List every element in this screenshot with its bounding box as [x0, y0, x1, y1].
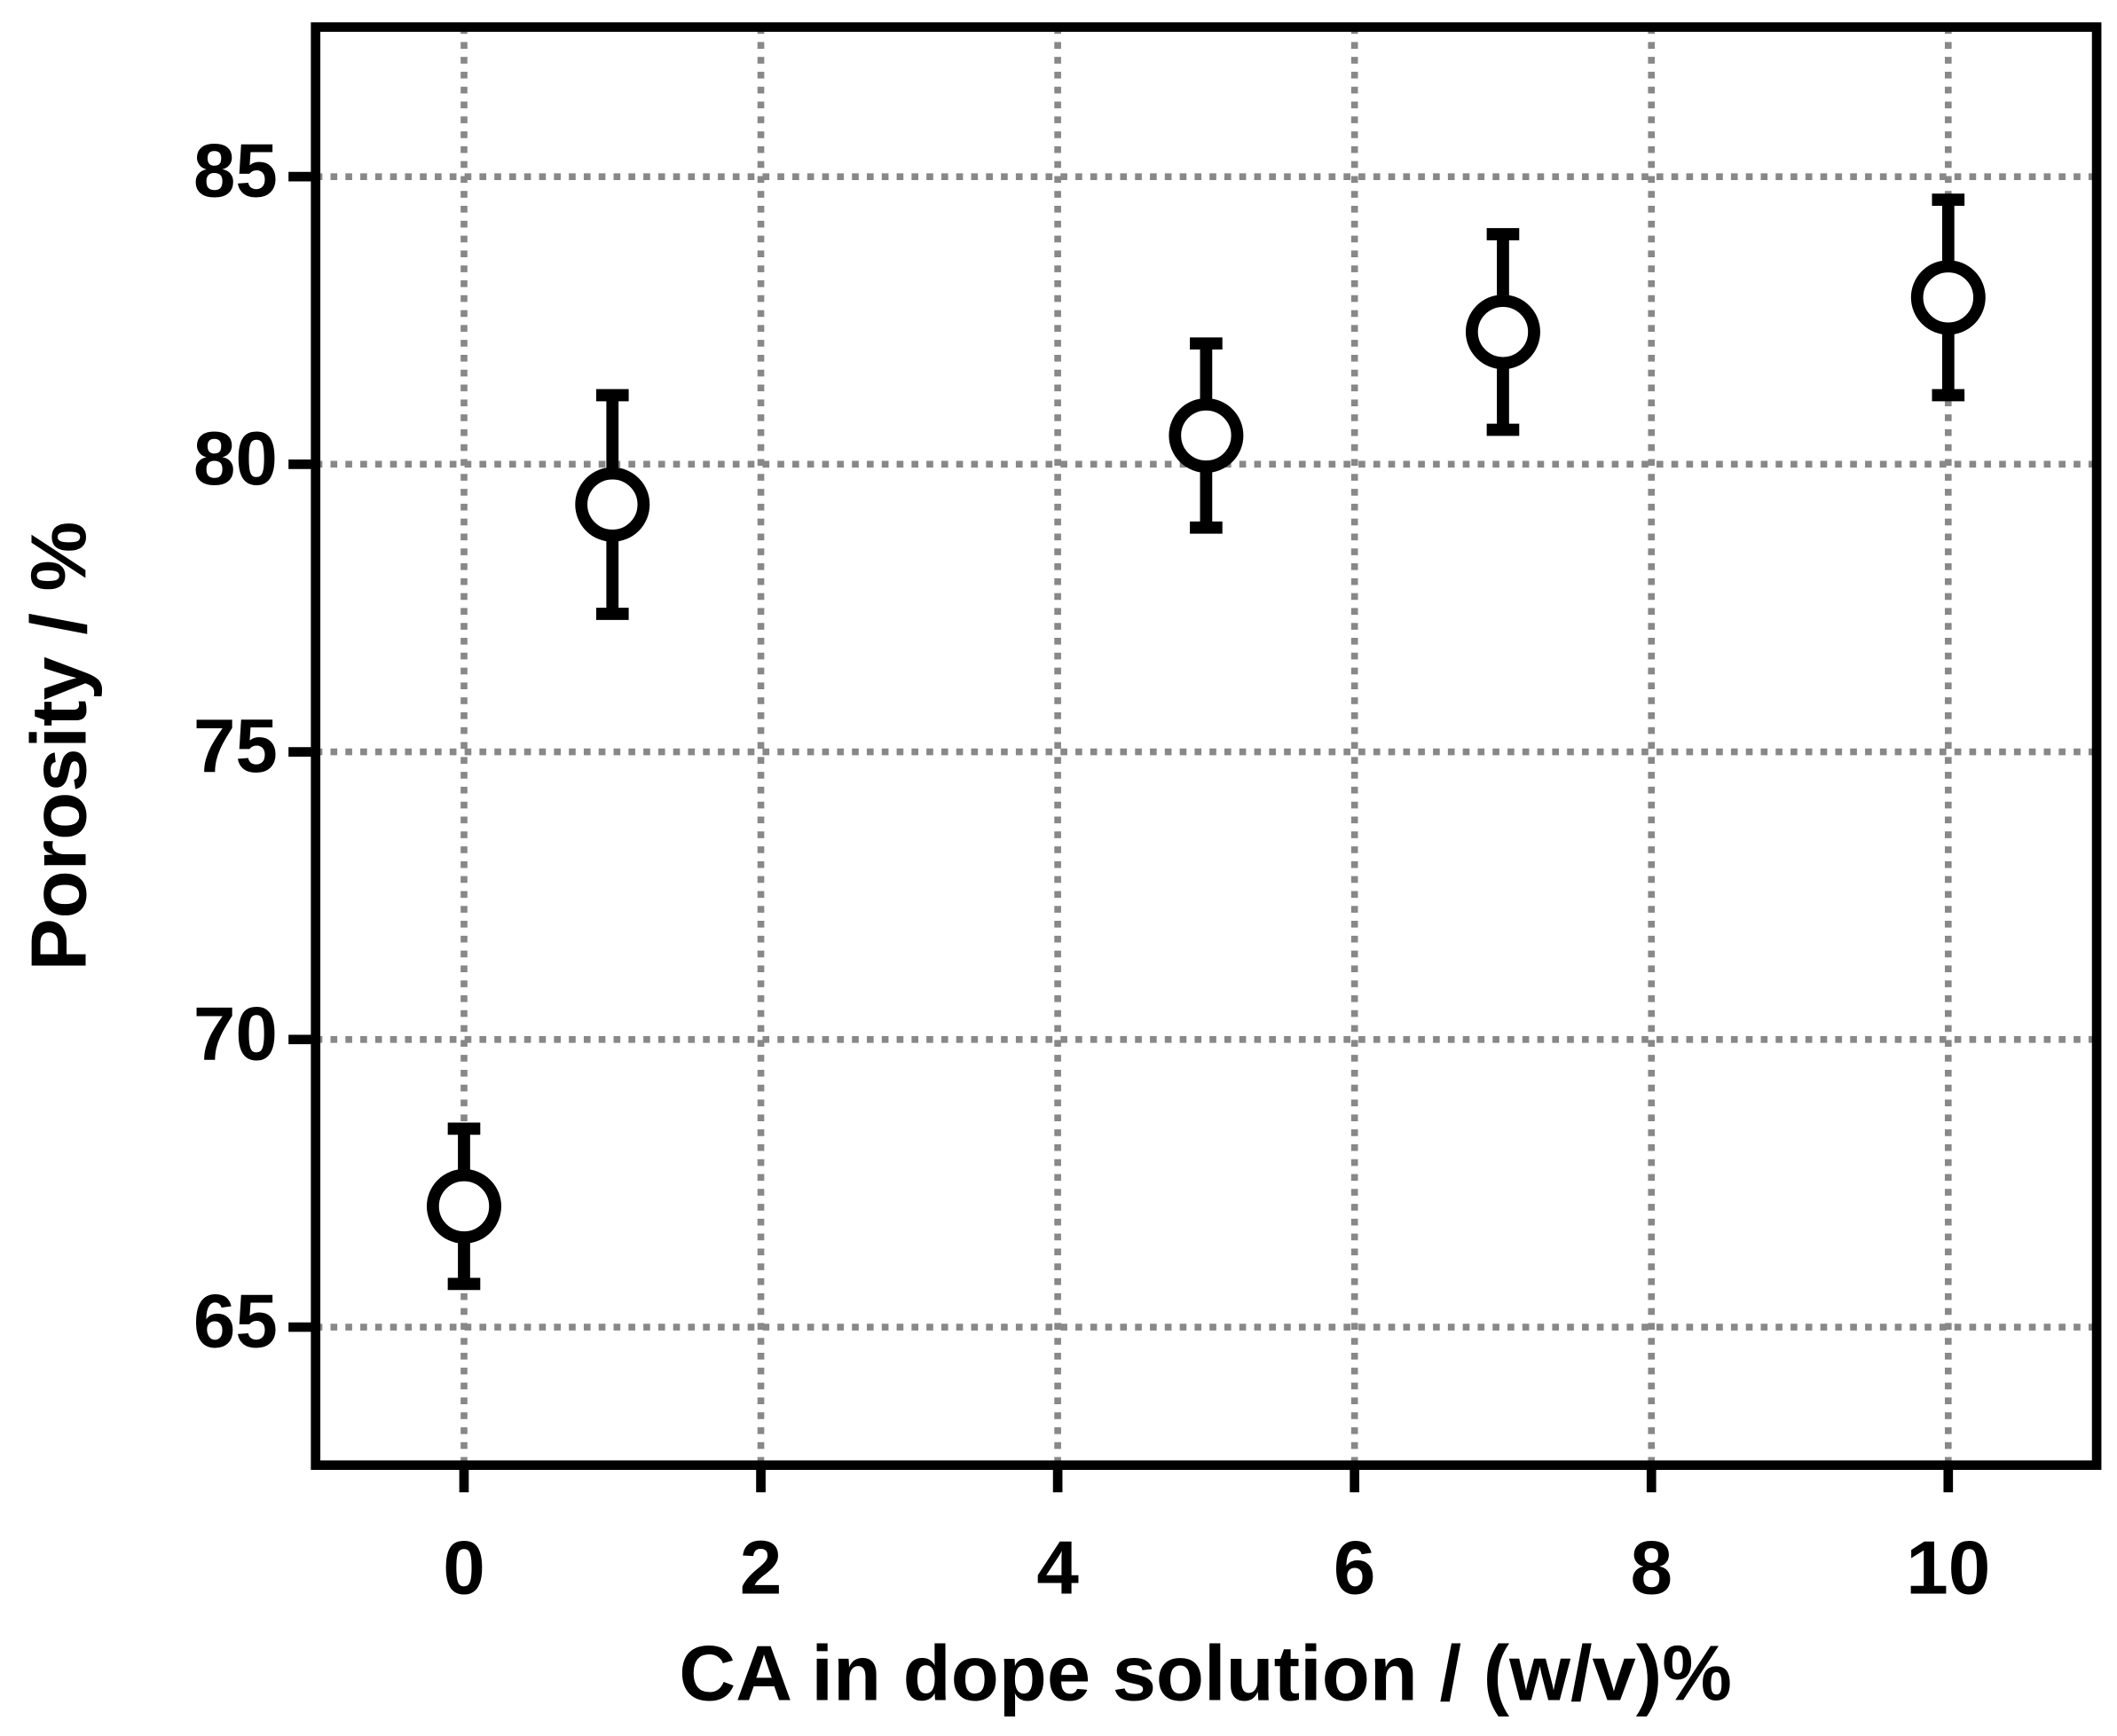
- point: [1169, 397, 1244, 473]
- point: [427, 1168, 501, 1244]
- x-tick-label: 10: [1906, 1526, 1990, 1610]
- x-tick-label: 2: [740, 1526, 783, 1610]
- point: [575, 467, 650, 542]
- y-tick-label: 70: [193, 992, 278, 1076]
- y-tick-label: 75: [193, 704, 278, 789]
- y-tick-label: 65: [193, 1280, 278, 1364]
- x-tick-label: 0: [443, 1526, 485, 1610]
- y-tick-label: 80: [193, 417, 278, 501]
- point: [1910, 260, 1986, 335]
- point: [1465, 295, 1540, 370]
- y-axis-label: Porosity / %: [15, 522, 103, 971]
- x-tick-label: 4: [1036, 1526, 1079, 1610]
- x-tick-label: 8: [1630, 1526, 1672, 1610]
- y-tick-label: 85: [193, 130, 278, 214]
- x-axis-label: CA in dope solution / (w/v)%: [679, 1629, 1732, 1716]
- x-tick-label: 6: [1334, 1526, 1376, 1610]
- plot-frame: [311, 22, 2102, 1471]
